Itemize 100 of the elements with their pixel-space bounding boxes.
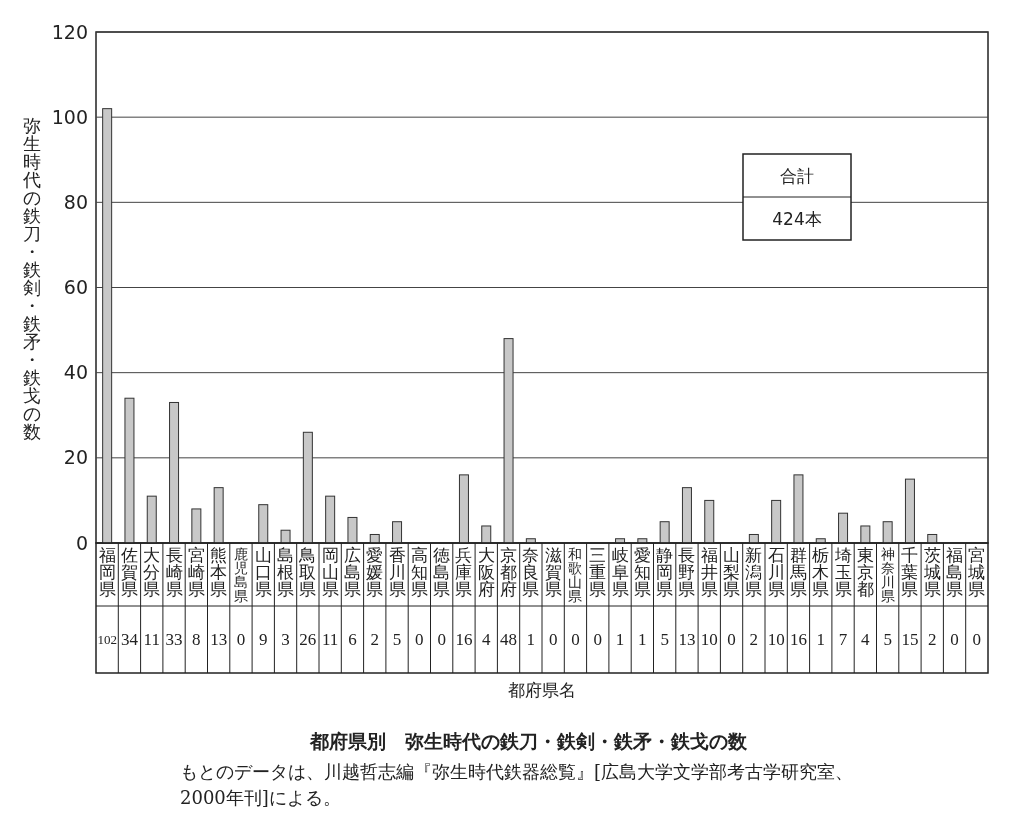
bar bbox=[882, 521, 893, 544]
data-label: 2 bbox=[928, 630, 937, 650]
data-label: 102 bbox=[97, 632, 117, 648]
bar bbox=[325, 495, 336, 544]
data-label: 0 bbox=[548, 630, 558, 650]
data-label: 0 bbox=[593, 630, 602, 650]
data-label: 5 bbox=[660, 630, 669, 650]
x-tick-label: 香川県 bbox=[388, 545, 406, 600]
data-label: 8 bbox=[192, 630, 201, 650]
bar bbox=[213, 487, 224, 544]
text: もとのデータは、川越哲志編『弥生時代鉄器総覧』[広島大学文学部考古学研究室、2000年刊]による。 bbox=[180, 761, 854, 808]
x-tick-label: 佐賀県 bbox=[120, 545, 138, 600]
bar bbox=[704, 499, 715, 544]
data-label: 2 bbox=[749, 630, 759, 650]
data-label: 4 bbox=[861, 630, 871, 650]
x-tick-label: 群馬県 bbox=[788, 545, 807, 600]
bar bbox=[302, 431, 313, 544]
bar bbox=[659, 521, 670, 544]
bar bbox=[838, 512, 849, 544]
bar bbox=[347, 516, 358, 544]
data-label: 16 bbox=[789, 630, 807, 650]
data-label: 48 bbox=[500, 630, 518, 650]
data-label: 0 bbox=[415, 630, 424, 650]
bar bbox=[146, 495, 157, 544]
y-tick-label: 100 bbox=[51, 105, 88, 128]
x-tick-label: 熊本県 bbox=[210, 545, 228, 600]
x-tick-label: 三重県 bbox=[589, 545, 607, 600]
bar bbox=[503, 338, 514, 544]
text: 弥生時代の鉄刀・鉄剣・鉄矛・鉄戈の数 bbox=[23, 114, 41, 442]
x-tick-label: 宮城県 bbox=[967, 545, 986, 600]
data-label: 34 bbox=[120, 630, 139, 650]
data-label: 15 bbox=[901, 630, 919, 650]
data-label: 1 bbox=[615, 630, 625, 650]
data-label: 26 bbox=[299, 630, 317, 650]
x-tick-label: 大阪府 bbox=[477, 545, 495, 600]
data-label: 0 bbox=[571, 630, 580, 650]
x-tick-label: 宮崎県 bbox=[187, 545, 205, 600]
x-tick-label: 福岡県 bbox=[98, 545, 116, 600]
data-label: 0 bbox=[727, 630, 736, 650]
bar bbox=[681, 487, 692, 544]
data-label: 10 bbox=[700, 630, 718, 650]
data-label: 0 bbox=[950, 630, 959, 650]
bar bbox=[481, 525, 492, 544]
bar bbox=[458, 474, 469, 544]
x-tick-label: 新潟県 bbox=[745, 545, 763, 600]
x-tick-label: 東京都 bbox=[856, 545, 874, 600]
data-label: 0 bbox=[437, 630, 446, 650]
x-tick-label: 鹿児島県 bbox=[233, 545, 248, 604]
data-label: 1 bbox=[526, 630, 536, 650]
bar bbox=[860, 525, 871, 544]
x-tick-label: 岐阜県 bbox=[611, 545, 629, 600]
bar bbox=[793, 474, 804, 544]
x-tick-label: 埼玉県 bbox=[833, 545, 852, 600]
x-tick-label: 千葉県 bbox=[901, 545, 919, 600]
y-tick-label: 80 bbox=[63, 190, 88, 213]
data-label: 16 bbox=[455, 630, 473, 650]
x-tick-label: 茨城県 bbox=[922, 545, 941, 600]
data-label: 7 bbox=[838, 630, 848, 650]
x-tick-label: 神奈川県 bbox=[880, 545, 895, 604]
data-label: 6 bbox=[348, 630, 357, 650]
x-tick-label: 栃木県 bbox=[812, 545, 830, 600]
x-tick-label: 鳥取県 bbox=[298, 545, 317, 600]
data-label: 0 bbox=[236, 630, 246, 650]
x-tick-label: 山梨県 bbox=[723, 545, 741, 600]
data-label: 3 bbox=[281, 630, 290, 650]
bar bbox=[191, 508, 202, 544]
bar bbox=[771, 499, 782, 544]
x-tick-label: 愛媛県 bbox=[366, 545, 384, 600]
x-tick-label: 愛知県 bbox=[633, 545, 651, 600]
bar bbox=[280, 529, 291, 544]
data-label: 10 bbox=[767, 630, 785, 650]
data-label: 1 bbox=[638, 630, 647, 650]
x-tick-label: 福島県 bbox=[946, 545, 964, 600]
bar bbox=[904, 478, 915, 544]
x-tick-label: 島根県 bbox=[277, 545, 295, 600]
y-tick-label: 120 bbox=[51, 20, 88, 43]
data-label: 11 bbox=[143, 630, 160, 650]
annotation: 424本 bbox=[772, 208, 822, 229]
y-tick-label: 20 bbox=[63, 446, 88, 469]
y-tick-label: 0 bbox=[75, 531, 88, 554]
data-label: 13 bbox=[678, 630, 696, 650]
x-tick-label: 大分県 bbox=[143, 545, 161, 600]
x-tick-label: 高知県 bbox=[410, 545, 428, 600]
x-tick-label: 長崎県 bbox=[165, 545, 183, 600]
y-tick-label: 40 bbox=[63, 361, 88, 384]
x-tick-label: 京都府 bbox=[500, 545, 518, 600]
x-tick-label: 静岡県 bbox=[656, 545, 674, 600]
data-label: 5 bbox=[883, 630, 892, 650]
bar bbox=[102, 108, 113, 544]
data-label: 4 bbox=[482, 630, 491, 650]
text: 都府県別 弥生時代の鉄刀・鉄剣・鉄矛・鉄戈の数 bbox=[308, 730, 748, 752]
x-tick-label: 山口県 bbox=[254, 545, 272, 600]
x-tick-label: 長野県 bbox=[678, 545, 696, 600]
data-label: 0 bbox=[972, 630, 982, 650]
data-label: 13 bbox=[210, 630, 228, 650]
total-box: 合計 424本 bbox=[742, 153, 852, 241]
x-tick-label: 石川県 bbox=[767, 545, 785, 600]
data-label: 33 bbox=[165, 630, 183, 650]
bar bbox=[392, 521, 403, 544]
x-tick-label: 奈良県 bbox=[522, 545, 540, 600]
